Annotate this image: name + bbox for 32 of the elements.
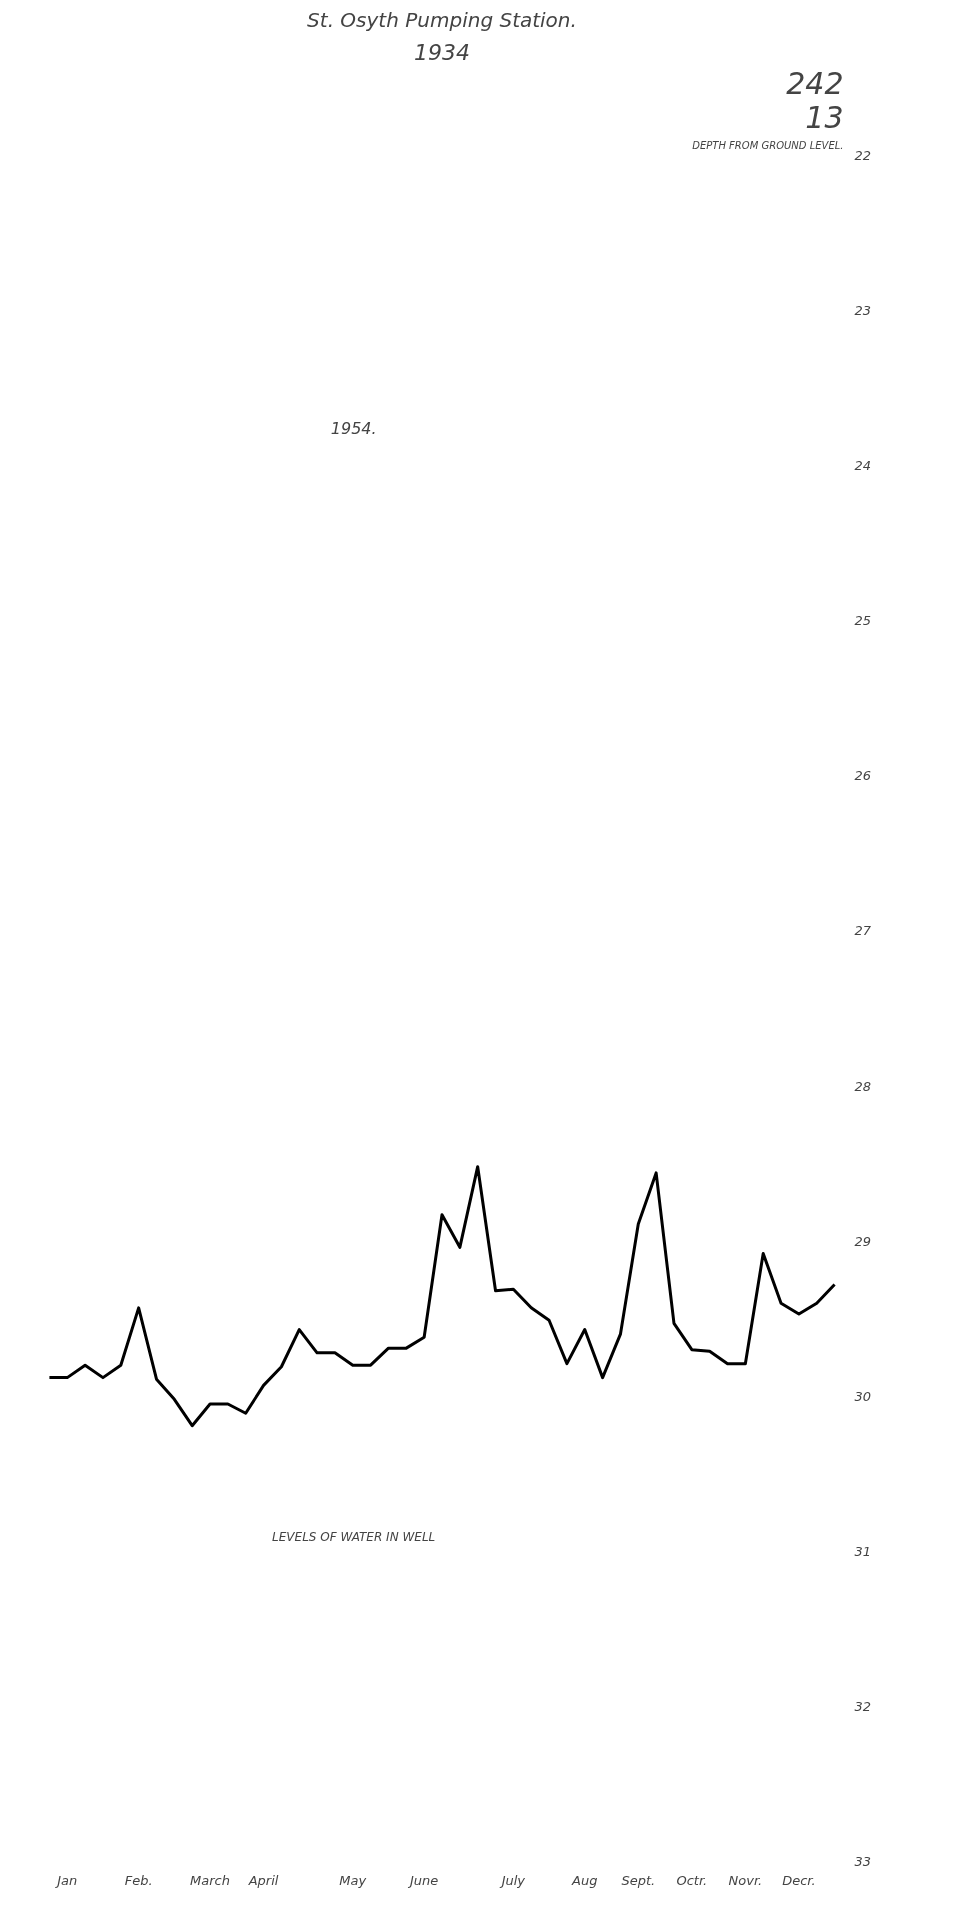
x-tick-label: April <box>247 1872 279 1888</box>
x-tick-label: Jan <box>54 1872 78 1888</box>
y-tick-label: 30 <box>854 1388 872 1404</box>
text: DEPTH FROM GROUND LEVEL. <box>692 139 844 151</box>
x-tick-label: Novr. <box>728 1872 763 1888</box>
chart-subtitle: 1934 <box>414 39 471 65</box>
y-tick-label: 23 <box>854 303 872 319</box>
x-tick-label: Decr. <box>782 1872 816 1888</box>
text: 242 <box>786 65 844 101</box>
line-series <box>47 1165 837 1428</box>
x-tick-label: May <box>339 1872 367 1888</box>
x-tick-label: Feb. <box>124 1872 153 1888</box>
x-tick-label: July <box>498 1872 526 1888</box>
y-tick-label: 31 <box>854 1543 872 1559</box>
x-tick-label: Aug <box>571 1872 598 1888</box>
text: 13 <box>805 99 844 135</box>
annotation: 1954. <box>330 419 377 439</box>
y-tick-label: 29 <box>854 1233 872 1249</box>
y-tick-label: 22 <box>854 148 872 163</box>
x-tick-label: Sept. <box>621 1872 656 1888</box>
annotation: LEVELS OF WATER IN WELL <box>272 1530 436 1545</box>
y-tick-label: 27 <box>854 923 872 939</box>
y-tick-label: 32 <box>854 1698 872 1714</box>
y-tick-label: 25 <box>854 613 872 629</box>
y-tick-label: 33 <box>854 1854 872 1869</box>
x-tick-label: March <box>190 1872 230 1888</box>
x-tick-label: Octr. <box>676 1872 708 1888</box>
chart-title: St. Osyth Pumping Station. <box>307 7 577 32</box>
y-tick-label: 26 <box>854 768 872 784</box>
y-tick-label: 28 <box>854 1078 872 1094</box>
y-tick-label: 24 <box>854 458 872 474</box>
x-tick-label: June <box>407 1872 439 1888</box>
